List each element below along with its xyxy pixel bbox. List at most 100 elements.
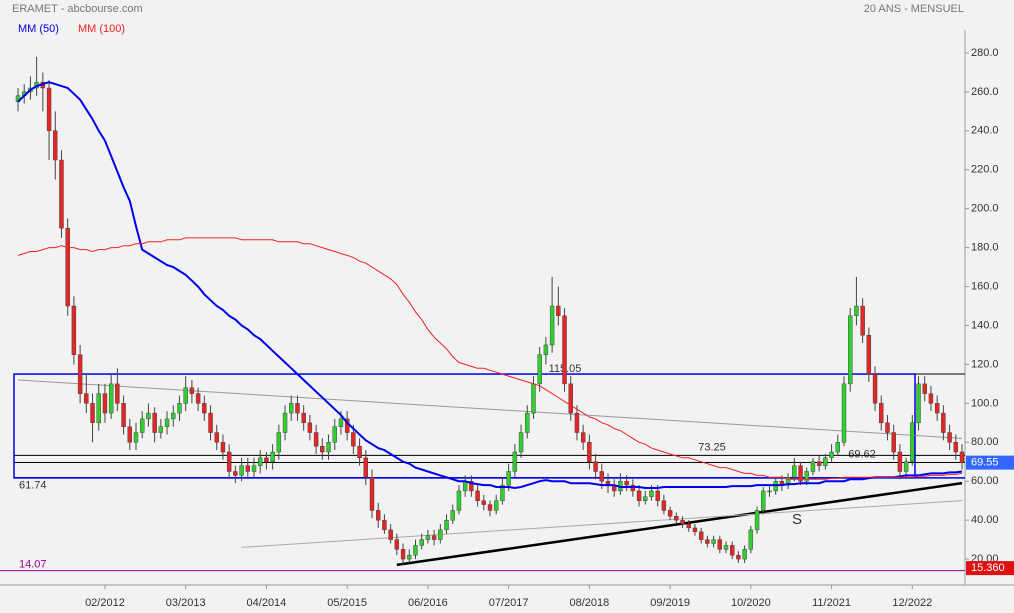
candle-body bbox=[90, 403, 95, 424]
candle-body bbox=[233, 471, 238, 476]
candle-body bbox=[487, 504, 493, 511]
y-tick-label: 180.0 bbox=[971, 242, 999, 254]
legend-entry: MM (100) bbox=[78, 23, 125, 35]
candle-body bbox=[158, 426, 164, 433]
candle-body bbox=[264, 457, 269, 462]
candle-body bbox=[407, 554, 412, 560]
candle-body bbox=[959, 451, 965, 463]
candle-body bbox=[667, 510, 673, 517]
candle-body bbox=[469, 481, 474, 492]
candle-body bbox=[369, 477, 375, 511]
candle-body bbox=[599, 471, 604, 482]
candle-body bbox=[456, 490, 462, 511]
candle-body bbox=[568, 383, 573, 414]
candle-body bbox=[307, 422, 313, 433]
candle-body bbox=[754, 510, 760, 531]
candle-body bbox=[96, 393, 101, 424]
candle-body bbox=[220, 442, 226, 453]
candle-body bbox=[680, 519, 685, 525]
candle-body bbox=[661, 500, 667, 511]
candle-body bbox=[226, 451, 232, 472]
y-tick-label: 240.0 bbox=[971, 125, 999, 137]
candle-body bbox=[767, 490, 772, 493]
candle-body bbox=[891, 432, 896, 453]
candle-body bbox=[84, 393, 89, 404]
y-tick-label: 100.0 bbox=[971, 397, 999, 409]
candle-body bbox=[848, 315, 853, 385]
candle-body bbox=[171, 412, 176, 420]
candle-body bbox=[916, 383, 921, 424]
candle-body bbox=[425, 535, 431, 540]
candle-body bbox=[910, 422, 915, 462]
candle-body bbox=[580, 432, 586, 443]
candle-body bbox=[655, 490, 660, 501]
candle-body bbox=[804, 471, 809, 482]
candle-body bbox=[512, 451, 518, 472]
candle-body bbox=[65, 227, 70, 307]
level-label: 14.07 bbox=[19, 559, 47, 571]
candle-body bbox=[549, 305, 555, 346]
candle-body bbox=[214, 432, 219, 443]
candle-body bbox=[320, 445, 325, 453]
candle-body bbox=[363, 457, 368, 478]
y-tick-label: 120.0 bbox=[971, 358, 999, 370]
candle-body bbox=[711, 539, 716, 544]
moving-average bbox=[17, 81, 963, 490]
candle-body bbox=[630, 484, 636, 492]
candle-body bbox=[525, 412, 530, 433]
candle-body bbox=[183, 387, 188, 404]
level-label: 73.25 bbox=[698, 441, 726, 453]
candle-body bbox=[872, 373, 878, 404]
candle-body bbox=[723, 545, 729, 550]
y-tick-label: 160.0 bbox=[971, 280, 999, 292]
candle-body bbox=[866, 335, 872, 375]
candle-body bbox=[587, 442, 592, 462]
candle-body bbox=[77, 354, 83, 394]
candle-body bbox=[202, 403, 207, 414]
last-price-box bbox=[966, 455, 1014, 470]
candle-body bbox=[121, 403, 126, 427]
candle-body bbox=[574, 412, 580, 433]
y-tick-label: 80.00 bbox=[971, 436, 999, 448]
candle-body bbox=[624, 481, 629, 486]
candle-body bbox=[941, 412, 946, 433]
candle-body bbox=[152, 412, 157, 433]
candle-body bbox=[239, 465, 244, 476]
candle-body bbox=[313, 432, 319, 447]
candle-body bbox=[419, 539, 424, 546]
chart-title: ERAMET - abcbourse.com bbox=[12, 3, 143, 15]
candle-body bbox=[146, 412, 151, 420]
candle-body bbox=[301, 412, 306, 424]
candle-body bbox=[326, 442, 331, 453]
candle-body bbox=[736, 554, 741, 560]
candle-body bbox=[531, 383, 536, 414]
candle-body bbox=[276, 432, 282, 453]
candle-body bbox=[450, 510, 455, 521]
candle-body bbox=[258, 457, 263, 466]
trendline bbox=[396, 481, 963, 567]
y-tick-label: 40.00 bbox=[971, 514, 999, 526]
candle-body bbox=[835, 442, 840, 453]
candle-body bbox=[382, 519, 387, 531]
candle-body bbox=[810, 461, 816, 472]
x-tick-label: 04/2014 bbox=[247, 597, 287, 609]
candle-body bbox=[518, 432, 524, 453]
candle-body bbox=[494, 500, 499, 511]
candle-body bbox=[885, 422, 890, 433]
candle-body bbox=[400, 549, 406, 560]
candle-body bbox=[854, 305, 859, 316]
candle-body bbox=[289, 403, 294, 414]
candle-body bbox=[897, 451, 903, 472]
x-tick-label: 02/2012 bbox=[85, 597, 125, 609]
candle-body bbox=[481, 500, 486, 505]
candle-body bbox=[164, 418, 170, 427]
annotation: S bbox=[792, 511, 802, 528]
candle-body bbox=[332, 426, 337, 443]
candle-body bbox=[475, 490, 480, 501]
candle-body bbox=[438, 529, 443, 540]
legend-entry: MM (50) bbox=[18, 23, 59, 35]
x-tick-label: 08/2018 bbox=[569, 597, 609, 609]
candle-body bbox=[879, 403, 884, 424]
candle-body bbox=[717, 539, 722, 550]
